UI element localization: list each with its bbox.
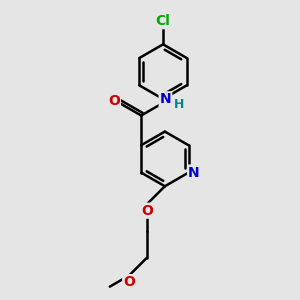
Text: O: O	[141, 204, 153, 218]
Text: H: H	[174, 98, 184, 111]
Text: O: O	[123, 275, 135, 289]
Text: N: N	[188, 166, 200, 180]
Text: N: N	[160, 92, 171, 106]
Text: O: O	[108, 94, 120, 108]
Text: Cl: Cl	[156, 14, 170, 28]
